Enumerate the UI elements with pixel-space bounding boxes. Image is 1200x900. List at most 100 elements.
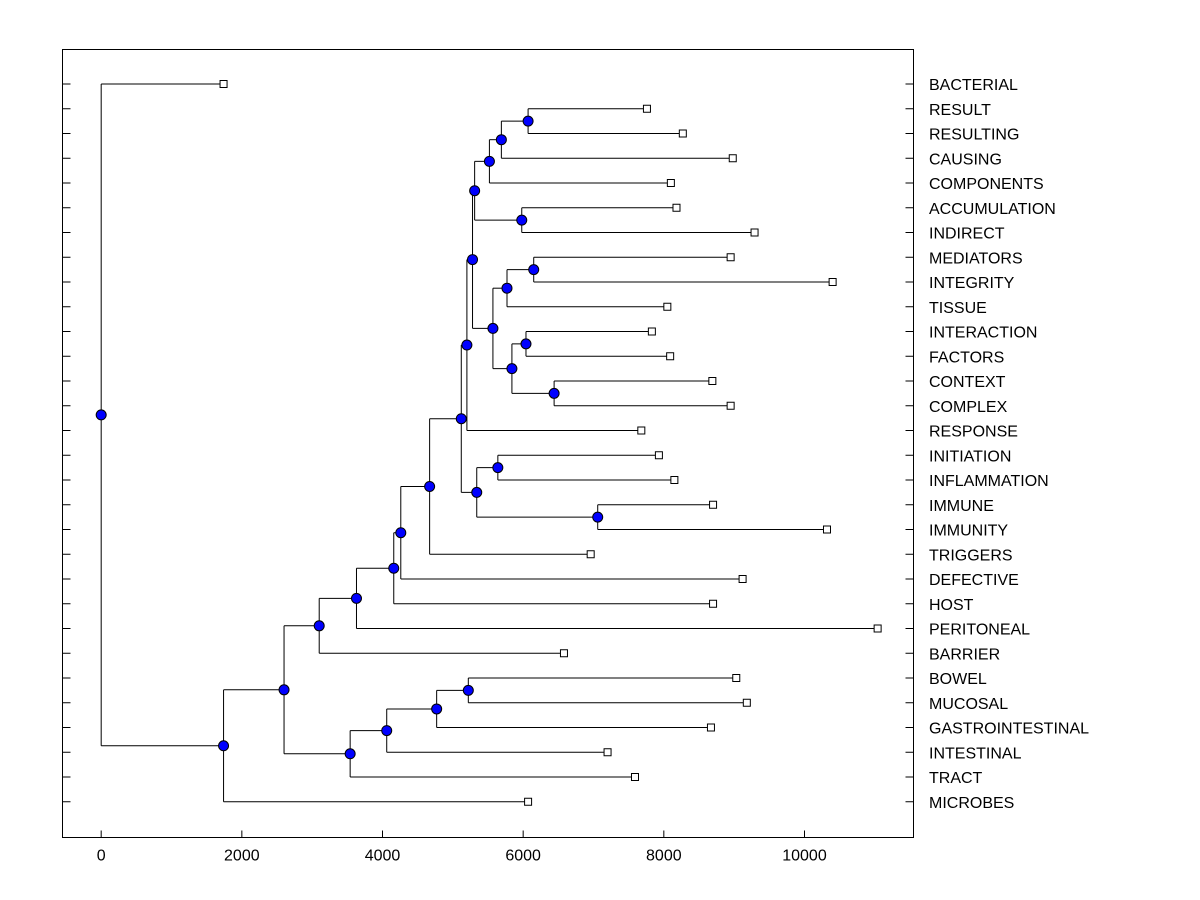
leaf-marker <box>726 253 735 262</box>
leaf-label: BOWEL <box>929 671 987 688</box>
leaf-label: ACCUMULATION <box>929 201 1056 218</box>
leaf-label: INTEGRITY <box>929 275 1015 292</box>
leaf-marker <box>750 228 759 237</box>
x-tick-label: 10000 <box>782 848 827 865</box>
merge-node <box>492 462 504 474</box>
x-tick-label: 4000 <box>365 848 401 865</box>
leaf-label: MICROBES <box>929 795 1014 812</box>
leaf-marker <box>642 104 651 113</box>
leaf-label: BARRIER <box>929 646 1000 663</box>
merge-node <box>313 620 325 632</box>
merge-node <box>388 562 400 574</box>
leaf-label: TRACT <box>929 770 983 787</box>
merge-node <box>592 511 604 523</box>
leaf-label: GASTROINTESTINAL <box>929 721 1089 738</box>
branches <box>100 83 878 803</box>
merge-node <box>528 264 540 276</box>
x-axis: 0 2000 4000 6000 8000 10000 <box>97 830 827 865</box>
merge-node <box>431 703 443 715</box>
leaf-label: TISSUE <box>929 300 987 317</box>
leaf-marker <box>670 476 679 484</box>
leaf-marker <box>706 723 715 732</box>
x-tick-label: 0 <box>97 848 106 865</box>
leaf-marker <box>219 80 228 88</box>
row-ticks <box>62 83 914 803</box>
x-tick-label: 2000 <box>224 848 260 865</box>
leaf-marker <box>663 302 672 311</box>
leaf-marker <box>726 401 735 410</box>
leaf-marker <box>728 154 737 163</box>
merge-node <box>520 338 532 350</box>
leaf-label: INTESTINAL <box>929 745 1022 762</box>
merge-node <box>424 480 436 492</box>
leaf-label: FACTORS <box>929 349 1004 366</box>
x-tick-label: 6000 <box>505 848 541 865</box>
leaf-markers <box>219 80 882 806</box>
merge-node <box>522 115 534 127</box>
leaf-marker <box>873 624 882 633</box>
merge-node <box>95 409 107 421</box>
leaf-label: IMMUNITY <box>929 523 1008 540</box>
leaf-marker <box>654 451 663 460</box>
leaf-marker <box>647 327 656 336</box>
leaf-label: DEFECTIVE <box>929 572 1019 589</box>
merge-node <box>461 339 473 351</box>
merge-node <box>483 155 495 167</box>
leaf-label: INITIATION <box>929 448 1011 465</box>
leaf-labels: BACTERIAL RESULT RESULTING CAUSING COMPONENT… <box>929 77 1089 812</box>
merge-node <box>487 322 499 334</box>
leaf-marker <box>637 426 646 435</box>
leaf-label: BACTERIAL <box>929 77 1018 94</box>
leaf-label: CAUSING <box>929 151 1002 168</box>
merge-node <box>495 134 507 146</box>
leaf-marker <box>666 352 675 361</box>
leaf-marker <box>708 377 717 385</box>
leaf-marker <box>742 698 751 707</box>
leaf-marker <box>738 575 747 583</box>
leaf-label: RESULTING <box>929 127 1019 144</box>
merge-node <box>344 748 356 760</box>
merge-node <box>455 413 467 425</box>
leaf-marker <box>828 278 837 286</box>
merge-node <box>350 592 362 604</box>
leaf-marker <box>732 674 741 682</box>
merge-node <box>469 185 481 197</box>
leaf-marker <box>678 129 687 138</box>
leaf-label: HOST <box>929 597 974 614</box>
leaf-label: INFLAMMATION <box>929 473 1049 490</box>
merge-node <box>516 214 528 226</box>
merge-nodes <box>95 115 604 760</box>
leaf-label: RESULT <box>929 102 991 119</box>
leaf-label: COMPONENTS <box>929 176 1044 193</box>
leaf-marker <box>822 525 831 534</box>
merge-node <box>506 363 518 375</box>
leaf-marker <box>524 797 533 806</box>
leaf-marker <box>559 649 568 658</box>
leaf-marker <box>709 599 718 608</box>
merge-node <box>467 254 479 266</box>
merge-node <box>548 387 560 399</box>
leaf-label: COMPLEX <box>929 399 1008 416</box>
leaf-label: RESPONSE <box>929 424 1018 441</box>
merge-node <box>395 527 407 539</box>
plot-frame <box>62 49 914 838</box>
leaf-label: MUCOSAL <box>929 696 1008 713</box>
leaf-marker <box>672 203 681 212</box>
merge-node <box>471 486 483 498</box>
leaf-label: INDIRECT <box>929 226 1005 243</box>
leaf-label: PERITONEAL <box>929 622 1030 639</box>
merge-node <box>278 684 290 696</box>
leaf-label: INTERACTION <box>929 325 1037 342</box>
leaf-marker <box>709 500 718 509</box>
leaf-label: CONTEXT <box>929 374 1006 391</box>
leaf-marker <box>630 773 639 781</box>
merge-node <box>218 740 230 752</box>
leaf-marker <box>586 550 595 559</box>
leaf-label: TRIGGERS <box>929 547 1013 564</box>
leaf-marker <box>603 748 612 757</box>
merge-node <box>462 684 474 696</box>
x-tick-label: 8000 <box>646 848 682 865</box>
leaf-marker <box>666 179 675 187</box>
leaf-label: IMMUNE <box>929 498 994 515</box>
